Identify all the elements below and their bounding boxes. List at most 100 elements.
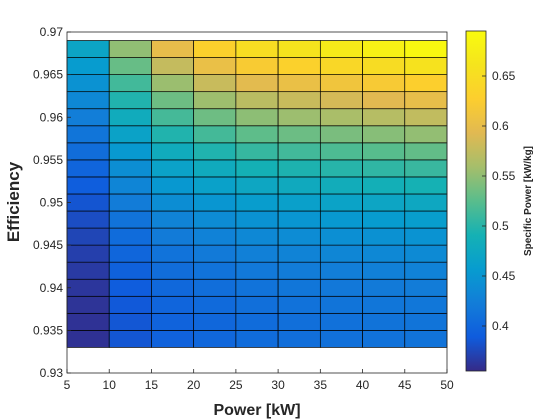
heatmap-cell [151, 295, 195, 314]
heatmap-cell [404, 261, 448, 280]
heatmap-cell [108, 40, 152, 58]
heatmap-cell [362, 57, 406, 75]
heatmap-cell [362, 295, 406, 314]
colorbar-tick-label: 0.6 [492, 119, 509, 133]
heatmap-cell [362, 193, 406, 212]
y-axis-label: Efficiency [4, 161, 23, 242]
heatmap-cell [235, 57, 279, 75]
heatmap-cell [193, 210, 237, 229]
heatmap-cell [235, 159, 279, 178]
heatmap-cell [151, 312, 195, 331]
heatmap-cell [108, 91, 152, 110]
colorbar-ticks: 0.4 0.45 0.5 0.55 0.6 0.65 [482, 69, 516, 333]
heatmap-cell [235, 176, 279, 195]
heatmap-cell [362, 227, 406, 246]
y-tick-label: 0.94 [40, 281, 64, 295]
heatmap-cell [235, 261, 279, 280]
y-tick-label: 0.97 [40, 25, 64, 39]
heatmap-cell [108, 261, 152, 280]
heatmap-cell [193, 295, 237, 314]
heatmap-cell [235, 227, 279, 246]
heatmap-cell [277, 57, 321, 75]
heatmap-cell [319, 142, 363, 161]
heatmap-cell [319, 40, 363, 58]
heatmap-cell [362, 40, 406, 58]
heatmap-cell [108, 295, 152, 314]
heatmap-cell [362, 91, 406, 110]
heatmap-cell [277, 227, 321, 246]
heatmap-cell [193, 227, 237, 246]
heatmap-cell [66, 330, 110, 348]
heatmap-cell [235, 278, 279, 297]
heatmap-cell [66, 278, 110, 297]
heatmap-cell [151, 210, 195, 229]
y-tick-label: 0.935 [33, 323, 63, 337]
heatmap-cell [108, 57, 152, 75]
heatmap-cell [66, 227, 110, 246]
heatmap-cell [404, 312, 448, 331]
heatmap-cell [193, 125, 237, 144]
heatmap-cell [319, 278, 363, 297]
heatmap-cell [108, 244, 152, 263]
heatmap-cell [193, 159, 237, 178]
heatmap-cell [404, 57, 448, 75]
heatmap-cell [151, 40, 195, 58]
heatmap-cell [108, 193, 152, 212]
x-tick-label: 10 [103, 378, 117, 392]
heatmap-cell [319, 74, 363, 93]
heatmap-cell [362, 159, 406, 178]
heatmap-cell [108, 312, 152, 331]
heatmap-cell [193, 40, 237, 58]
y-axis-ticks: 0.93 0.935 0.94 0.945 0.95 0.955 0.96 0.965 0.97 [33, 25, 71, 380]
heatmap-cell [277, 193, 321, 212]
y-tick-label: 0.96 [40, 110, 64, 124]
x-tick-label: 5 [64, 378, 71, 392]
heatmap-cell [193, 57, 237, 75]
heatmap-cell [66, 74, 110, 93]
heatmap-cell [193, 176, 237, 195]
heatmap-cell [193, 278, 237, 297]
heatmap-cell [108, 125, 152, 144]
heatmap-cell [193, 244, 237, 263]
heatmap-cell [193, 91, 237, 110]
heatmap-cell [151, 227, 195, 246]
heatmap-cell [235, 74, 279, 93]
heatmap-cell [151, 57, 195, 75]
heatmap-cell [277, 108, 321, 127]
heatmap-cell [362, 278, 406, 297]
heatmap-cell [404, 40, 448, 58]
heatmap-cells [66, 40, 448, 348]
heatmap-cell [362, 244, 406, 263]
heatmap-cell [151, 244, 195, 263]
heatmap-cell [66, 108, 110, 127]
heatmap-cell [151, 261, 195, 280]
x-tick-label: 40 [356, 378, 370, 392]
heatmap-cell [319, 176, 363, 195]
heatmap-cell [66, 176, 110, 195]
heatmap-cell [66, 91, 110, 110]
heatmap-cell [277, 330, 321, 348]
heatmap-cell [277, 125, 321, 144]
heatmap-cell [235, 210, 279, 229]
heatmap-cell [404, 159, 448, 178]
heatmap-cell [362, 261, 406, 280]
heatmap-cell [277, 278, 321, 297]
heatmap-cell [235, 244, 279, 263]
heatmap-cell [108, 159, 152, 178]
heatmap-cell [193, 312, 237, 331]
heatmap-cell [319, 210, 363, 229]
heatmap-cell [151, 142, 195, 161]
heatmap-cell [66, 159, 110, 178]
x-axis-ticks: 5 10 15 20 25 30 35 40 45 50 [64, 369, 454, 392]
heatmap-cell [319, 193, 363, 212]
heatmap-cell [235, 193, 279, 212]
heatmap-cell [151, 176, 195, 195]
heatmap-cell [319, 261, 363, 280]
heatmap-cell [193, 108, 237, 127]
y-tick-label: 0.945 [33, 238, 63, 252]
heatmap-cell [151, 278, 195, 297]
heatmap-cell [277, 159, 321, 178]
heatmap-cell [404, 142, 448, 161]
heatmap-cell [277, 142, 321, 161]
y-tick-label: 0.95 [40, 196, 64, 210]
